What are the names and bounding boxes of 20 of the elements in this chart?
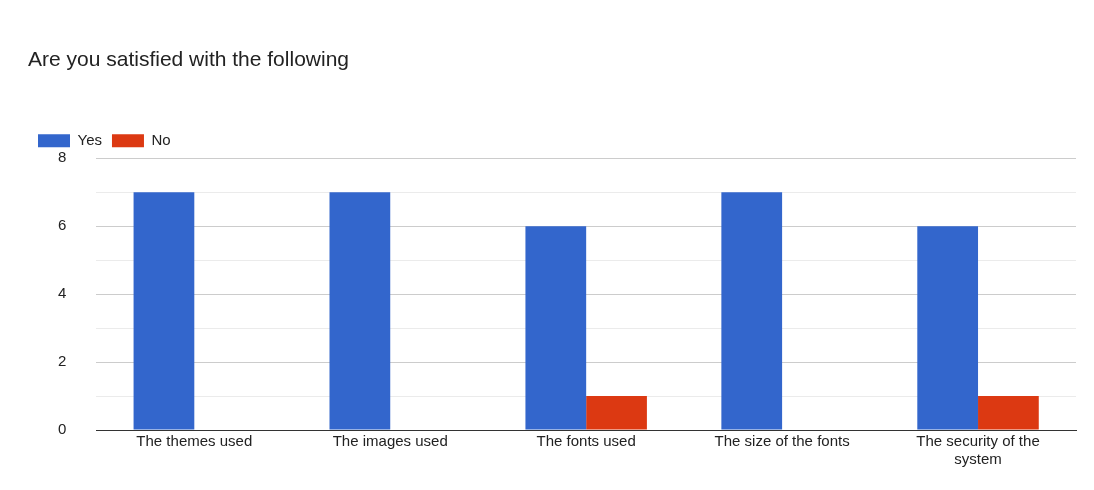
y-tick-label: 4 xyxy=(58,284,67,302)
x-tick-label: The size of the fonts xyxy=(714,432,850,450)
bar xyxy=(721,192,783,430)
bar xyxy=(133,192,195,430)
y-tick-label: 6 xyxy=(58,216,67,234)
x-tick-label: The fonts used xyxy=(536,432,636,450)
x-tick-label: The security of the system xyxy=(916,432,1040,468)
x-tick-label: The themes used xyxy=(136,432,253,450)
chart-title: Are you satisfied with the following xyxy=(28,47,349,71)
legend-label: Yes xyxy=(77,130,102,148)
y-tick-label: 0 xyxy=(58,420,67,438)
bar xyxy=(917,226,979,430)
bar xyxy=(525,226,587,430)
y-tick-label: 2 xyxy=(58,352,67,370)
y-tick-label: 8 xyxy=(58,148,67,166)
bar xyxy=(586,396,647,430)
bar xyxy=(978,396,1039,430)
x-tick-label: The images used xyxy=(332,432,448,450)
legend-label: No xyxy=(151,130,171,148)
bar xyxy=(329,192,391,430)
